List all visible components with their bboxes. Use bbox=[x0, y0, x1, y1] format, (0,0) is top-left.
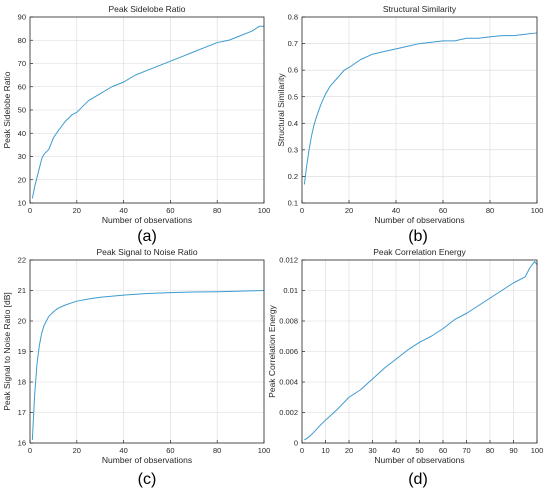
y-tick-label: 16 bbox=[18, 439, 26, 448]
chart-panel: 0 10 20 30 40 50 60 70 80 90 100 0 0.002 0.004 0.006 0.… bbox=[267, 247, 543, 488]
y-tick-label: 0.002 bbox=[279, 408, 298, 417]
chart-title: Peak Sidelobe Ratio bbox=[108, 4, 185, 14]
x-axis-label: Number of observations bbox=[374, 455, 464, 465]
y-tick-label: 0 bbox=[294, 439, 298, 448]
x-axis-label: Number of observations bbox=[102, 215, 192, 225]
chart-panel: 0 20 40 60 80 100 16 17 18 19 20 21 22 Peak Signal to… bbox=[2, 247, 270, 488]
x-tick-label: 0 bbox=[28, 446, 32, 455]
y-tick-label: 0.4 bbox=[288, 119, 298, 128]
y-tick-label: 0.004 bbox=[279, 378, 298, 387]
series-line bbox=[304, 261, 538, 441]
series-line bbox=[31, 290, 265, 440]
y-axis-label: Peak Signal to Noise Ratio [dB] bbox=[2, 292, 12, 411]
y-tick-label: 18 bbox=[18, 378, 26, 387]
x-tick-label: 60 bbox=[439, 206, 447, 215]
x-tick-label: 80 bbox=[486, 446, 494, 455]
y-tick-label: 20 bbox=[18, 175, 26, 184]
series-line bbox=[31, 25, 264, 199]
y-tick-label: 17 bbox=[18, 408, 26, 417]
x-tick-label: 20 bbox=[345, 446, 353, 455]
panel-label: (c) bbox=[138, 471, 157, 488]
chart-panel: 0 20 40 60 80 100 0.1 0.2 0.3 0.4 0.5 0.6 0.7 0.8 Stru… bbox=[276, 4, 543, 245]
y-tick-label: 0.8 bbox=[288, 13, 298, 22]
y-tick-label: 0.01 bbox=[283, 286, 298, 295]
chart-panel: 0 20 40 60 80 100 10 20 30 40 50 60 70 80 90 Peak Sidel… bbox=[2, 4, 270, 245]
y-tick-label: 0.008 bbox=[279, 317, 298, 326]
y-axis-label: Peak Sidelobe Ratio bbox=[2, 71, 12, 148]
x-tick-label: 20 bbox=[345, 206, 353, 215]
x-tick-label: 100 bbox=[258, 446, 271, 455]
plot-area bbox=[302, 17, 537, 203]
x-tick-label: 80 bbox=[213, 206, 221, 215]
y-tick-label: 90 bbox=[18, 13, 26, 22]
x-tick-label: 100 bbox=[531, 206, 544, 215]
x-tick-label: 50 bbox=[415, 446, 423, 455]
panel-label: (a) bbox=[137, 228, 157, 245]
x-tick-label: 20 bbox=[73, 206, 81, 215]
y-tick-label: 40 bbox=[18, 129, 26, 138]
y-tick-label: 30 bbox=[18, 152, 26, 161]
y-tick-label: 0.1 bbox=[288, 199, 298, 208]
y-tick-label: 19 bbox=[18, 347, 26, 356]
y-tick-label: 22 bbox=[18, 256, 26, 265]
y-tick-label: 20 bbox=[18, 317, 26, 326]
x-tick-label: 40 bbox=[119, 446, 127, 455]
y-tick-label: 0.2 bbox=[288, 172, 298, 181]
x-tick-label: 10 bbox=[321, 446, 329, 455]
chart-title: Structural Similarity bbox=[383, 4, 457, 14]
y-axis-label: Structural Similarity bbox=[276, 73, 286, 147]
y-tick-label: 50 bbox=[18, 106, 26, 115]
x-tick-label: 80 bbox=[486, 206, 494, 215]
x-axis-label: Number of observations bbox=[102, 455, 192, 465]
x-tick-label: 40 bbox=[392, 446, 400, 455]
y-tick-label: 0.006 bbox=[279, 347, 298, 356]
x-tick-label: 60 bbox=[166, 206, 174, 215]
y-tick-label: 21 bbox=[18, 286, 26, 295]
x-axis-label: Number of observations bbox=[374, 215, 464, 225]
x-tick-label: 60 bbox=[166, 446, 174, 455]
x-tick-label: 90 bbox=[509, 446, 517, 455]
axes-box bbox=[301, 16, 538, 204]
x-tick-label: 100 bbox=[258, 206, 271, 215]
x-tick-label: 30 bbox=[368, 446, 376, 455]
y-tick-label: 0.6 bbox=[288, 66, 298, 75]
x-tick-label: 40 bbox=[392, 206, 400, 215]
panel-label: (b) bbox=[408, 228, 428, 245]
x-tick-label: 70 bbox=[462, 446, 470, 455]
y-tick-label: 0.5 bbox=[288, 92, 298, 101]
chart-title: Peak Signal to Noise Ratio bbox=[96, 247, 197, 257]
x-tick-label: 80 bbox=[213, 446, 221, 455]
chart-title: Peak Correlation Energy bbox=[373, 247, 466, 257]
x-tick-label: 20 bbox=[73, 446, 81, 455]
x-tick-label: 0 bbox=[300, 206, 304, 215]
y-tick-label: 10 bbox=[18, 199, 26, 208]
y-axis-label: Peak Correlation Energy bbox=[267, 304, 277, 397]
x-tick-label: 0 bbox=[28, 206, 32, 215]
panel-label: (d) bbox=[408, 471, 428, 488]
x-tick-label: 100 bbox=[531, 446, 544, 455]
y-tick-label: 60 bbox=[18, 82, 26, 91]
y-tick-label: 80 bbox=[18, 36, 26, 45]
x-tick-label: 40 bbox=[119, 206, 127, 215]
x-tick-label: 60 bbox=[439, 446, 447, 455]
y-tick-label: 0.3 bbox=[288, 145, 298, 154]
series-line bbox=[303, 32, 538, 185]
y-tick-label: 70 bbox=[18, 59, 26, 68]
x-tick-label: 0 bbox=[300, 446, 304, 455]
y-tick-label: 0.7 bbox=[288, 39, 298, 48]
y-tick-label: 0.012 bbox=[279, 256, 298, 265]
